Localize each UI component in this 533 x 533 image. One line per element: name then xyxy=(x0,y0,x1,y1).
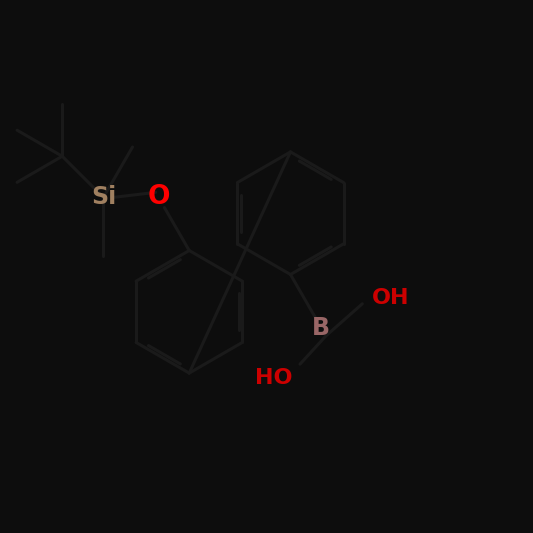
Text: OH: OH xyxy=(372,288,409,309)
Text: B: B xyxy=(312,316,330,340)
Text: HO: HO xyxy=(255,368,292,388)
Text: O: O xyxy=(147,184,170,211)
Text: Si: Si xyxy=(91,185,116,209)
